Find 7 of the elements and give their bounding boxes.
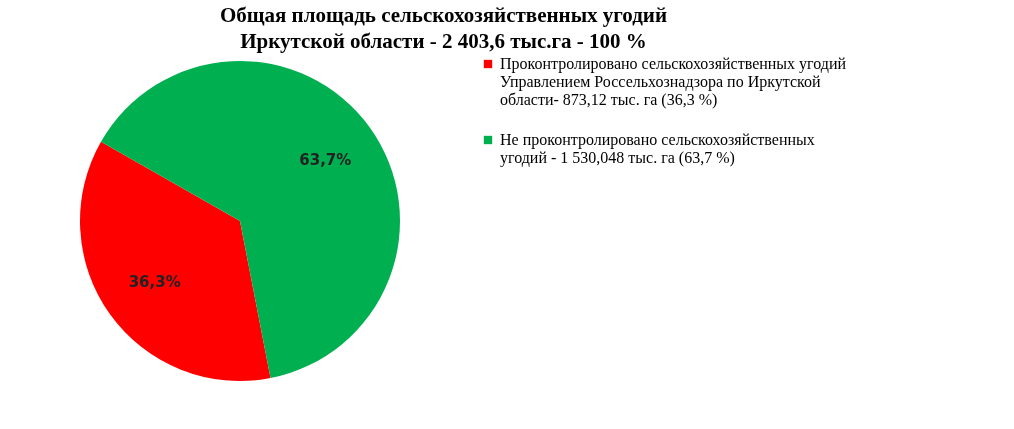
- legend-label: Проконтролировано сельскохозяйственных угодий Управлением Россельхознадзора по Иркутской области- 873,12 тыс. га (36,3 %): [500, 55, 847, 109]
- pie-slice: [100, 61, 400, 379]
- legend-label: Не проконтролировано сельскохозяйственных угодий - 1 530,048 тыс. га (63,7 %): [500, 131, 815, 167]
- chart-title: Общая площадь сельскохозяйственных угодий Иркутской области - 2 403,6 тыс.га - 100 %: [219, 3, 668, 53]
- pie-slice: [80, 141, 271, 381]
- data-label: 63,7%: [299, 150, 352, 169]
- data-label: 36,3%: [128, 273, 181, 292]
